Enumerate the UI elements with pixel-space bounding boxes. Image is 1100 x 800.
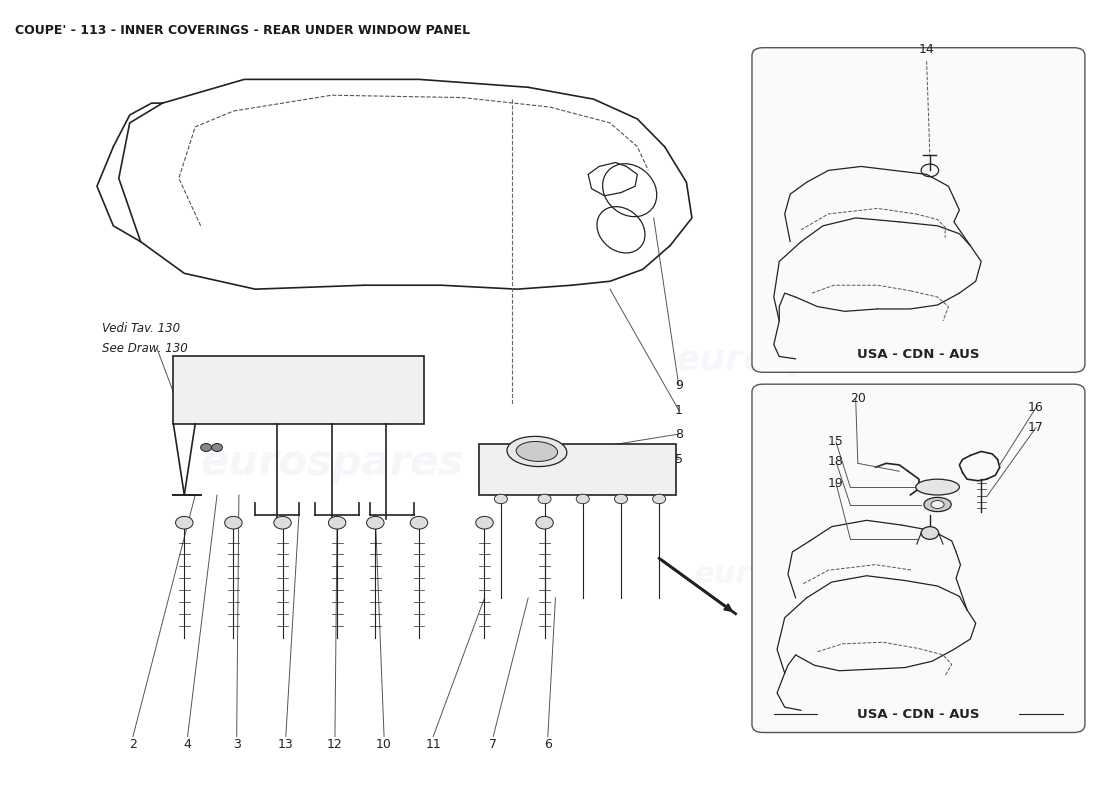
Text: 8: 8 xyxy=(674,427,683,441)
Text: 7: 7 xyxy=(490,738,497,751)
Circle shape xyxy=(410,516,428,529)
Text: 12: 12 xyxy=(327,738,343,751)
Circle shape xyxy=(615,494,627,504)
Circle shape xyxy=(576,494,590,504)
FancyBboxPatch shape xyxy=(174,357,425,424)
FancyBboxPatch shape xyxy=(752,384,1085,733)
Text: 9: 9 xyxy=(675,379,683,392)
Text: 11: 11 xyxy=(426,738,441,751)
Text: 19: 19 xyxy=(828,477,844,490)
Text: 14: 14 xyxy=(918,43,935,57)
Text: 20: 20 xyxy=(850,392,866,405)
Text: 17: 17 xyxy=(1027,422,1044,434)
Text: 4: 4 xyxy=(184,738,191,751)
FancyBboxPatch shape xyxy=(752,48,1085,372)
Ellipse shape xyxy=(931,501,944,509)
Ellipse shape xyxy=(921,526,938,539)
Text: Vedi Tav. 130: Vedi Tav. 130 xyxy=(102,322,180,335)
Circle shape xyxy=(224,516,242,529)
Text: USA - CDN - AUS: USA - CDN - AUS xyxy=(857,708,980,721)
Circle shape xyxy=(200,443,211,451)
Circle shape xyxy=(652,494,666,504)
Circle shape xyxy=(211,443,222,451)
Text: eurospares: eurospares xyxy=(200,442,463,484)
Text: See Draw. 130: See Draw. 130 xyxy=(102,342,188,355)
Text: 3: 3 xyxy=(233,738,241,751)
Text: eurospares: eurospares xyxy=(694,560,887,589)
Circle shape xyxy=(329,516,345,529)
Circle shape xyxy=(176,516,192,529)
Circle shape xyxy=(366,516,384,529)
Ellipse shape xyxy=(915,479,959,495)
Ellipse shape xyxy=(507,436,566,466)
Text: 6: 6 xyxy=(543,738,552,751)
Text: 15: 15 xyxy=(828,435,844,449)
Text: 2: 2 xyxy=(129,738,136,751)
Circle shape xyxy=(536,516,553,529)
Text: USA - CDN - AUS: USA - CDN - AUS xyxy=(857,347,980,361)
Text: 16: 16 xyxy=(1027,402,1044,414)
Text: 13: 13 xyxy=(278,738,294,751)
Text: 18: 18 xyxy=(828,455,844,468)
Circle shape xyxy=(476,516,493,529)
Text: 1: 1 xyxy=(675,404,683,417)
Text: 10: 10 xyxy=(376,738,392,751)
Circle shape xyxy=(494,494,507,504)
Circle shape xyxy=(538,494,551,504)
Text: 5: 5 xyxy=(674,453,683,466)
FancyBboxPatch shape xyxy=(478,443,675,495)
Ellipse shape xyxy=(924,498,952,512)
Ellipse shape xyxy=(516,442,558,462)
Text: COUPE' - 113 - INNER COVERINGS - REAR UNDER WINDOW PANEL: COUPE' - 113 - INNER COVERINGS - REAR UN… xyxy=(15,24,470,37)
Circle shape xyxy=(274,516,292,529)
Text: eurospares: eurospares xyxy=(675,343,904,378)
